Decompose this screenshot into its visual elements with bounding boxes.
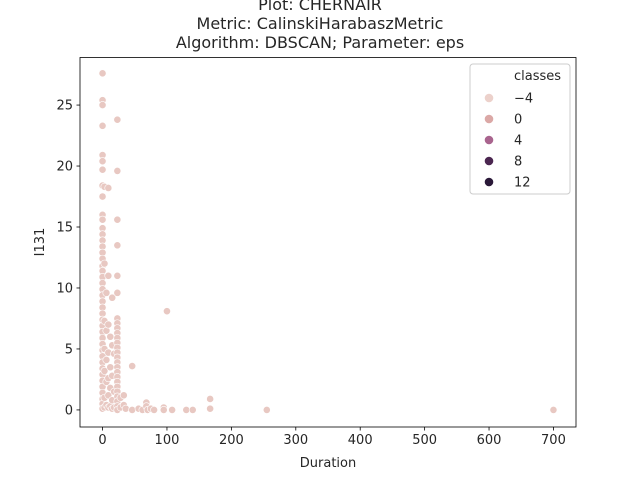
- x-tick-label: 600: [477, 433, 502, 448]
- y-tick-label: 5: [65, 342, 73, 357]
- data-point: [188, 406, 197, 414]
- data-point: [106, 363, 115, 372]
- legend-frame: [469, 63, 571, 195]
- legend-entry-label: 4: [514, 134, 522, 149]
- legend-marker: [484, 177, 494, 187]
- data-point: [206, 404, 215, 413]
- x-tick-label: 200: [219, 433, 244, 448]
- data-point: [262, 406, 271, 414]
- x-tick-label: 100: [155, 433, 180, 448]
- data-point: [206, 395, 215, 403]
- data-point: [98, 101, 107, 109]
- data-point: [100, 259, 109, 268]
- legend-entry-label: −4: [514, 92, 533, 107]
- legend: classes −4 0 4 8 12: [469, 63, 571, 195]
- data-point: [163, 307, 171, 316]
- plot-frame: [79, 57, 577, 428]
- data-point: [168, 406, 177, 414]
- data-point: [113, 241, 122, 250]
- y-tick-label: 0: [65, 403, 73, 418]
- data-point: [113, 167, 122, 175]
- data-point: [128, 406, 137, 414]
- data-point: [98, 215, 107, 224]
- x-tick-label: 700: [541, 433, 566, 448]
- data-point: [98, 192, 107, 201]
- legend-marker: [484, 156, 494, 166]
- data-point: [113, 115, 122, 124]
- x-tick-label: 0: [98, 433, 106, 448]
- x-tick-label: 300: [283, 433, 308, 448]
- data-point: [549, 406, 558, 414]
- legend-title: classes: [514, 69, 561, 84]
- data-point: [100, 367, 109, 375]
- data-point: [104, 184, 113, 192]
- y-axis-label: I131: [33, 228, 48, 257]
- data-point: [113, 215, 122, 224]
- data-point: [98, 157, 107, 166]
- legend-entry-label: 12: [514, 176, 531, 191]
- data-point: [106, 332, 115, 341]
- x-axis-label: Duration: [300, 456, 356, 471]
- y-axis-ticks: 0 5 10 15 20 25: [56, 99, 80, 418]
- data-point: [108, 293, 117, 302]
- y-tick-label: 10: [56, 281, 73, 296]
- data-point: [150, 406, 158, 414]
- data-point: [182, 406, 191, 414]
- data-point: [121, 404, 130, 413]
- data-point: [104, 320, 113, 329]
- data-point: [98, 121, 107, 130]
- legend-marker: [484, 93, 494, 103]
- legend-entry-label: 8: [514, 155, 522, 170]
- y-tick-label: 25: [56, 99, 73, 114]
- chart-title-line-1: Plot: CHERNAIR: [258, 0, 382, 14]
- data-point: [98, 69, 107, 78]
- legend-entry-label: 0: [514, 113, 522, 128]
- data-point: [98, 165, 107, 174]
- y-tick-label: 20: [56, 160, 73, 175]
- chart-title-line-2: Metric: CalinskiHarabaszMetric: [196, 14, 444, 33]
- points-layer: [98, 69, 558, 414]
- chart-title-line-3: Algorithm: DBSCAN; Parameter: eps: [175, 33, 465, 52]
- data-point: [113, 288, 122, 297]
- data-point: [128, 362, 137, 370]
- data-point: [102, 356, 111, 364]
- x-tick-label: 500: [412, 433, 437, 448]
- y-tick-label: 15: [56, 221, 73, 236]
- x-axis-ticks: 0 100 200 300 400 500 600 700: [98, 427, 566, 448]
- data-point: [159, 406, 168, 414]
- data-point: [104, 271, 113, 280]
- data-point: [113, 271, 122, 280]
- data-point: [102, 288, 111, 297]
- legend-marker: [484, 135, 494, 145]
- legend-marker: [484, 114, 494, 124]
- data-point: [119, 391, 128, 400]
- x-tick-label: 400: [348, 433, 373, 448]
